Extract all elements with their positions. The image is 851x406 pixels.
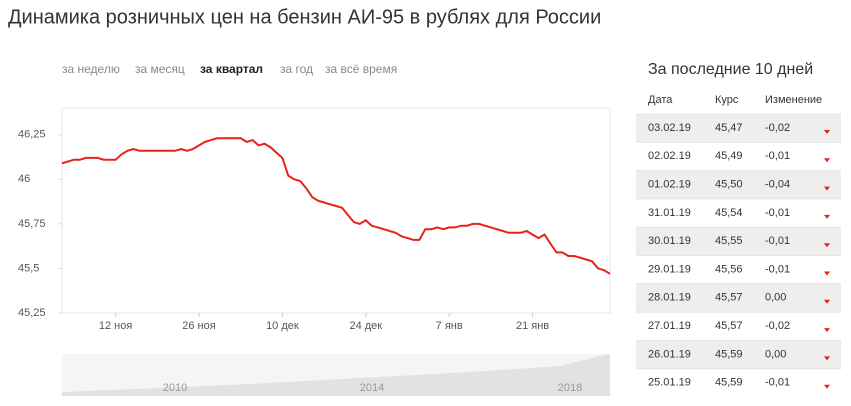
table-cell: -0,02 [765, 122, 790, 134]
table-cell: 45,47 [715, 122, 743, 134]
period-tab[interactable]: за всё время [325, 62, 397, 76]
x-tick-label: 7 янв [436, 320, 463, 332]
down-arrow-icon [824, 158, 830, 163]
table-cell: 45,56 [715, 263, 743, 275]
navigator-label: 2010 [163, 382, 187, 394]
table-cell: 26.01.19 [648, 348, 691, 360]
navigator-area [62, 354, 610, 396]
column-header: Дата [648, 94, 673, 106]
column-header: Изменение [765, 94, 822, 106]
down-arrow-icon [824, 214, 830, 219]
table-cell: -0,01 [765, 207, 790, 219]
column-header: Курс [715, 94, 739, 106]
table-cell: 03.02.19 [648, 122, 691, 134]
down-arrow-icon [824, 271, 830, 276]
row-stripe [636, 170, 841, 199]
table-cell: 28.01.19 [648, 292, 691, 304]
row-stripe [636, 114, 841, 143]
price-line [61, 137, 611, 275]
table-cell: 45,59 [715, 377, 743, 389]
table-cell: 45,57 [715, 292, 743, 304]
table-cell: -0,02 [765, 320, 790, 332]
y-tick-label: 45,5 [18, 262, 39, 274]
down-arrow-icon [824, 299, 830, 304]
table-cell: 0,00 [765, 292, 786, 304]
table-cell: 45,54 [715, 207, 743, 219]
y-tick-label: 46,25 [18, 129, 46, 141]
table-cell: 45,49 [715, 150, 743, 162]
table-cell: -0,01 [765, 150, 790, 162]
y-tick-label: 45,25 [18, 307, 46, 319]
table-cell: 27.01.19 [648, 320, 691, 332]
x-tick-label: 10 дек [266, 320, 299, 332]
table-cell: -0,01 [765, 235, 790, 247]
table-cell: 45,59 [715, 348, 743, 360]
table-cell: 31.01.19 [648, 207, 691, 219]
chart-title: Динамика розничных цен на бензин АИ-95 в… [8, 6, 601, 28]
down-arrow-icon [824, 328, 830, 333]
row-stripe [636, 283, 841, 313]
row-stripe [636, 227, 841, 256]
y-tick-label: 46 [18, 173, 30, 185]
table-cell: 30.01.19 [648, 235, 691, 247]
down-arrow-icon [824, 186, 830, 191]
period-tab[interactable]: за квартал [200, 62, 263, 76]
x-tick-label: 21 янв [516, 320, 549, 332]
period-tab[interactable]: за неделю [62, 62, 120, 76]
plot-frame [61, 107, 611, 314]
table-cell: -0,01 [765, 377, 790, 389]
period-tab[interactable]: за месяц [135, 62, 185, 76]
table-cell: 45,50 [715, 179, 743, 191]
y-tick-label: 45,75 [18, 218, 46, 230]
table-cell: 01.02.19 [648, 179, 691, 191]
x-tick-label: 12 ноя [99, 320, 132, 332]
table-cell: 02.02.19 [648, 150, 691, 162]
table-cell: -0,04 [765, 179, 790, 191]
row-stripe [636, 340, 841, 369]
table-title: За последние 10 дней [648, 61, 813, 78]
navigator-label: 2014 [360, 382, 384, 394]
table-cell: 45,55 [715, 235, 743, 247]
navigator-label: 2018 [558, 382, 582, 394]
table-cell: -0,01 [765, 263, 790, 275]
table-cell: 29.01.19 [648, 263, 691, 275]
period-tab[interactable]: за год [280, 62, 313, 76]
x-tick-label: 26 ноя [182, 320, 215, 332]
table-cell: 0,00 [765, 348, 786, 360]
table-cell: 25.01.19 [648, 377, 691, 389]
x-tick-label: 24 дек [349, 320, 382, 332]
down-arrow-icon [824, 384, 830, 389]
down-arrow-icon [824, 356, 830, 361]
down-arrow-icon [824, 130, 830, 134]
table-cell: 45,57 [715, 320, 743, 332]
down-arrow-icon [824, 243, 830, 248]
